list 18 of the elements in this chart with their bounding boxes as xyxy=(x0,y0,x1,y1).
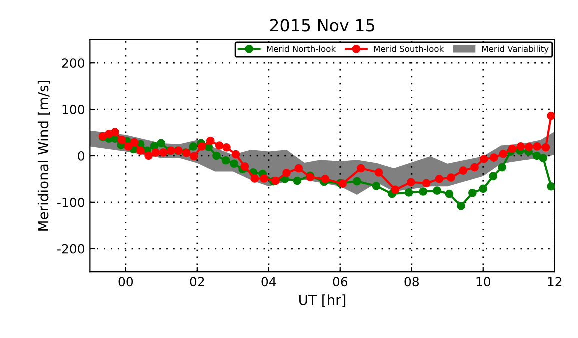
x-tick-label: 08 xyxy=(404,277,419,287)
y-tick-label: 100 xyxy=(62,105,84,114)
y-tick-label: 200 xyxy=(62,58,84,68)
x-axis-title: UT [hr] xyxy=(300,294,346,307)
y-tick-label: -100 xyxy=(58,198,84,208)
legend-label: Merid South-look xyxy=(374,46,444,52)
legend-label: Merid Variability xyxy=(482,46,549,54)
x-tick-label: 12 xyxy=(548,277,562,286)
y-axis-title: Meridional Wind [m/s] xyxy=(38,80,50,231)
chart-title: 2015 Nov 15 xyxy=(270,19,374,32)
x-tick-label: 02 xyxy=(190,277,204,287)
x-tick-label: 06 xyxy=(333,277,348,287)
legend-label: Merid North-look xyxy=(267,46,336,52)
y-tick-label: 0 xyxy=(78,151,84,161)
x-tick-label: 04 xyxy=(262,277,276,287)
x-tick-label: 10 xyxy=(476,277,491,287)
y-tick-label: -200 xyxy=(58,244,84,254)
x-tick-label: 00 xyxy=(118,277,134,287)
